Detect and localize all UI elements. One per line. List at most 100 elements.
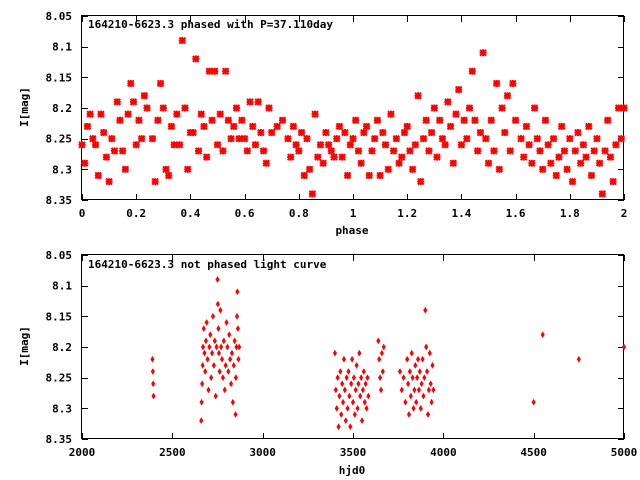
- data-point: [419, 134, 428, 143]
- data-point: [211, 361, 216, 369]
- data-point: [353, 386, 358, 394]
- data-point: [223, 361, 228, 369]
- data-point: [557, 122, 566, 131]
- data-point: [487, 116, 495, 124]
- data-point: [273, 122, 281, 131]
- x-tick-label: 3000: [249, 446, 276, 459]
- data-point: [233, 410, 238, 418]
- data-point: [389, 147, 398, 155]
- data-point: [411, 404, 416, 412]
- x-tick-label: 4000: [430, 446, 457, 459]
- data-point: [528, 159, 536, 167]
- data-point: [209, 349, 215, 357]
- data-point: [346, 368, 351, 376]
- x-tick-label: 0.2: [126, 207, 146, 220]
- data-point: [384, 165, 392, 174]
- x-tick-label: 1.6: [506, 207, 526, 220]
- data-point: [205, 67, 214, 75]
- data-point: [350, 355, 355, 363]
- data-point: [89, 134, 97, 143]
- data-point: [262, 159, 270, 167]
- data-point: [511, 116, 520, 124]
- data-point: [267, 128, 276, 137]
- data-point: [427, 128, 436, 137]
- data-point: [102, 153, 111, 161]
- data-point: [214, 343, 219, 351]
- data-point: [334, 404, 339, 412]
- data-point: [340, 380, 345, 388]
- data-point: [118, 147, 127, 155]
- data-point: [379, 128, 387, 137]
- data-point: [536, 147, 544, 155]
- data-point: [228, 355, 233, 363]
- data-point: [333, 386, 338, 394]
- data-point: [235, 325, 241, 333]
- data-point: [604, 116, 612, 124]
- data-point: [227, 134, 235, 143]
- data-point: [452, 110, 460, 118]
- plot-frame-bottom: [81, 254, 624, 439]
- data-point: [406, 410, 412, 418]
- data-point: [202, 349, 207, 357]
- data-point: [220, 374, 226, 382]
- data-point: [203, 368, 208, 376]
- x-tick-label: 1: [350, 207, 357, 220]
- data-point: [208, 331, 213, 339]
- x-tick-label: 1.8: [560, 207, 580, 220]
- data-point: [200, 380, 205, 388]
- data-point: [314, 153, 322, 161]
- data-point: [352, 116, 360, 124]
- data-point: [433, 153, 441, 161]
- data-point: [237, 343, 242, 351]
- data-point: [148, 134, 157, 143]
- data-point: [194, 147, 203, 155]
- data-point: [417, 177, 425, 186]
- data-point: [373, 116, 382, 124]
- data-point: [330, 153, 338, 161]
- data-point: [338, 368, 343, 376]
- data-point: [311, 110, 319, 118]
- data-point: [338, 153, 346, 161]
- y-axis-label-bottom: I[mag]: [18, 326, 31, 366]
- data-point: [415, 355, 421, 363]
- data-point: [612, 141, 620, 149]
- data-point: [574, 128, 582, 137]
- data-point: [410, 374, 415, 382]
- data-point: [221, 337, 226, 345]
- data-point: [414, 398, 419, 406]
- data-point: [319, 159, 327, 167]
- data-point: [218, 306, 223, 314]
- data-point: [230, 398, 235, 406]
- data-point: [460, 116, 468, 124]
- data-point: [468, 67, 476, 75]
- data-point: [217, 368, 222, 376]
- data-point: [427, 349, 432, 357]
- data-point: [352, 410, 357, 418]
- data-point: [205, 355, 210, 363]
- data-point: [143, 104, 151, 112]
- data-point: [449, 159, 457, 167]
- data-point: [200, 343, 206, 351]
- data-point: [363, 380, 368, 388]
- data-point: [414, 92, 422, 100]
- data-point: [151, 392, 156, 400]
- data-point: [236, 355, 241, 363]
- x-tick-label: 5000: [611, 446, 638, 459]
- data-point: [216, 325, 221, 333]
- data-point: [430, 104, 439, 112]
- data-point: [378, 374, 383, 382]
- data-point: [246, 98, 254, 106]
- data-point: [473, 147, 482, 155]
- data-point: [336, 423, 341, 431]
- data-point: [571, 147, 579, 155]
- data-point: [243, 147, 252, 155]
- data-point: [552, 171, 560, 180]
- data-point: [422, 374, 427, 382]
- data-point: [501, 128, 509, 137]
- data-point: [332, 349, 338, 357]
- data-point: [333, 134, 341, 143]
- data-point: [257, 128, 265, 137]
- data-point: [78, 141, 86, 149]
- data-point: [555, 153, 563, 161]
- data-point: [406, 380, 411, 388]
